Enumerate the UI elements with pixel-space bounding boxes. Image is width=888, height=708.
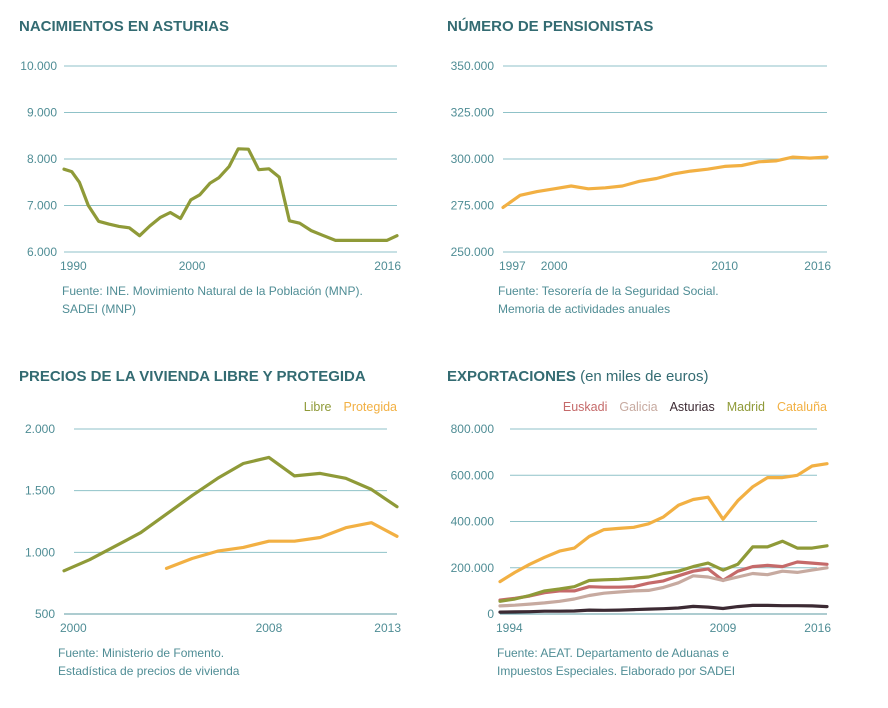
- chart-4: EXPORTACIONES (en miles de euros) 0 200.00…: [447, 368, 831, 678]
- source-line: SADEI (MNP): [62, 302, 136, 316]
- chart-title: EXPORTACIONES (en miles de euros): [447, 368, 708, 385]
- y-tick-label: 400.000: [451, 515, 495, 529]
- x-tick-label: 2010: [711, 259, 738, 273]
- source-line: Fuente: Ministerio de Fomento.: [58, 646, 224, 660]
- x-tick-label: 2009: [710, 621, 737, 635]
- chart-title: PRECIOS DE LA VIVIENDA LIBRE Y PROTEGIDA: [19, 368, 366, 385]
- source-line: Impuestos Especiales. Elaborado por SADE…: [497, 664, 735, 678]
- source-line: Estadística de precios de vivienda: [58, 664, 240, 678]
- chart-1: NACIMIENTOS EN ASTURIAS 6.000 7.000 8.000 9.…: [19, 18, 401, 316]
- legend-item: Euskadi: [563, 400, 607, 414]
- series-line-madrid: [498, 539, 829, 603]
- chart-title-main: NÚMERO DE PENSIONISTAS: [447, 17, 653, 35]
- y-tick-label: 8.000: [27, 152, 57, 166]
- source-line: Fuente: AEAT. Departamento de Aduanas e: [497, 646, 729, 660]
- x-tick-label: 2000: [60, 621, 87, 635]
- source-line: Fuente: Tesorería de la Seguridad Social…: [498, 284, 719, 298]
- chart-title-main: PRECIOS DE LA VIVIENDA LIBRE Y PROTEGIDA: [19, 368, 366, 385]
- x-tick-label: 2016: [804, 259, 831, 273]
- y-tick-label: 1.000: [25, 545, 55, 559]
- x-tick-label: 2016: [374, 259, 401, 273]
- y-tick-label: 10.000: [20, 59, 57, 73]
- y-tick-label: 500: [35, 607, 55, 621]
- chart-title: NACIMIENTOS EN ASTURIAS: [19, 18, 229, 35]
- x-tick-label: 2000: [541, 259, 568, 273]
- y-tick-label: 800.000: [451, 422, 495, 436]
- legend-item: Madrid: [727, 400, 765, 414]
- series-line-libre: [62, 455, 399, 573]
- source-line: Fuente: INE. Movimiento Natural de la Po…: [62, 284, 363, 298]
- chart-title-main: EXPORTACIONES: [447, 368, 576, 385]
- series-line-1: [62, 147, 399, 242]
- chart-title-main: NACIMIENTOS EN ASTURIAS: [19, 18, 229, 35]
- x-tick-label: 1990: [60, 259, 87, 273]
- legend-item: Protegida: [343, 400, 397, 414]
- y-tick-label: 600.000: [451, 468, 495, 482]
- series-line-euskadi: [498, 560, 829, 602]
- y-tick-label: 1.500: [25, 484, 55, 498]
- series-line-galicia: [498, 566, 829, 608]
- series-line-catalua: [498, 462, 829, 584]
- y-tick-label: 0: [487, 607, 494, 621]
- y-tick-label: 250.000: [451, 245, 495, 259]
- y-tick-label: 275.000: [451, 199, 495, 213]
- y-tick-label: 2.000: [25, 422, 55, 436]
- x-tick-label: 1994: [496, 621, 523, 635]
- legend-item: Libre: [304, 400, 332, 414]
- chart-2: NÚMERO DE PENSIONISTAS 250.000 275.000 300.…: [447, 17, 831, 316]
- y-tick-label: 7.000: [27, 199, 57, 213]
- y-tick-label: 9.000: [27, 106, 57, 120]
- x-tick-label: 1997: [499, 259, 526, 273]
- x-tick-label: 2008: [256, 621, 283, 635]
- y-tick-label: 300.000: [451, 152, 495, 166]
- y-tick-label: 6.000: [27, 245, 57, 259]
- chart-title: NÚMERO DE PENSIONISTAS: [447, 17, 653, 35]
- y-tick-label: 350.000: [451, 59, 495, 73]
- y-tick-label: 325.000: [451, 106, 495, 120]
- x-tick-label: 2016: [804, 621, 831, 635]
- legend-item: Cataluña: [777, 400, 827, 414]
- x-tick-label: 2000: [179, 259, 206, 273]
- chart-3: PRECIOS DE LA VIVIENDA LIBRE Y PROTEGIDA…: [19, 368, 401, 678]
- series-line-1: [501, 155, 829, 209]
- series-line-protegida: [164, 521, 399, 571]
- x-tick-label: 2013: [374, 621, 401, 635]
- legend-item: Asturias: [670, 400, 715, 414]
- chart-title-suffix: (en miles de euros): [576, 368, 709, 385]
- legend-item: Galicia: [619, 400, 657, 414]
- y-tick-label: 200.000: [451, 561, 495, 575]
- source-line: Memoria de actividades anuales: [498, 302, 670, 316]
- series-line-asturias: [498, 603, 829, 614]
